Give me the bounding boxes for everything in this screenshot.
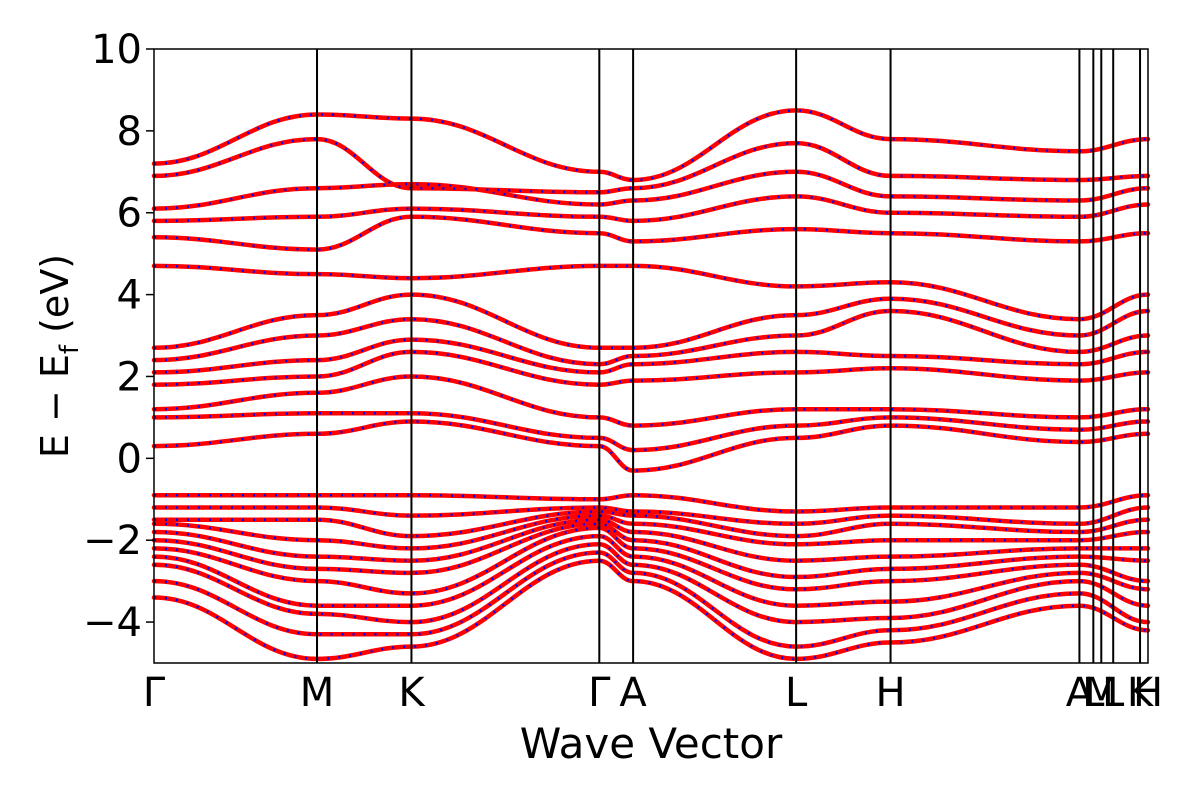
- x-tick-label-7: A: [1066, 670, 1094, 716]
- band-line-18-spin-down: [153, 293, 1149, 350]
- band-line-2-spin-up: [151, 550, 1151, 649]
- x-tick-label-4: A: [619, 670, 647, 716]
- y-ticks: −4 −2 0 2 4 6 8 10: [83, 27, 154, 646]
- band-line-17-spin-up: [151, 308, 1151, 367]
- bands-layer: [151, 108, 1151, 662]
- y-tick-label-5: 6: [117, 191, 142, 237]
- band-line-22-spin-up: [151, 169, 1151, 211]
- x-tick-label-0: Γ: [143, 670, 166, 716]
- x-tick-label-9: M: [1084, 670, 1119, 716]
- x-tick-label-12: H: [1133, 670, 1163, 716]
- x-tick-label-1: M: [300, 670, 335, 716]
- y-tick-label-4: 4: [117, 273, 142, 319]
- x-tick-label-6: H: [876, 670, 906, 716]
- band-line-23-spin-down: [153, 137, 1149, 194]
- band-line-14-spin-up: [151, 374, 1151, 428]
- band-line-21-spin-up: [151, 194, 1151, 224]
- band-line-24-spin-up: [151, 108, 1151, 183]
- y-tick-label-2: 0: [117, 436, 142, 482]
- plot-frame: [153, 48, 1149, 664]
- y-axis-label: E − Ef (eV): [33, 254, 85, 458]
- x-tick-label-3: Γ: [588, 670, 611, 716]
- band-line-1-spin-down: [153, 559, 1149, 661]
- x-tick-label-8: L: [1082, 670, 1105, 716]
- band-line-13-spin-up: [151, 411, 1151, 453]
- y-axis-label-base: E − E: [33, 354, 77, 458]
- y-axis-label-unit: (eV): [33, 254, 77, 345]
- band-line-10-spin-down: [153, 506, 1149, 526]
- x-tick-label-5: L: [785, 670, 808, 716]
- x-tick-label-11: K: [1127, 670, 1155, 716]
- x-axis-label: Wave Vector: [520, 719, 783, 768]
- y-tick-label-0: −4: [83, 600, 142, 646]
- band-line-5-spin-down: [153, 526, 1149, 595]
- y-tick-label-1: −2: [83, 518, 142, 564]
- y-tick-label-3: 2: [117, 354, 142, 400]
- x-tick-label-10: L: [1102, 670, 1125, 716]
- band-line-12-spin-down: [153, 420, 1149, 472]
- band-line-14-spin-down: [153, 375, 1149, 427]
- band-line-19-spin-up: [151, 263, 1151, 322]
- band-line-13-spin-down: [153, 412, 1149, 452]
- x-tick-label-2: K: [398, 670, 426, 716]
- y-axis-label-sub: f: [55, 344, 85, 354]
- y-tick-label-6: 8: [117, 109, 142, 155]
- y-tick-label-7: 10: [91, 27, 142, 73]
- kpath-lines: [316, 49, 1142, 663]
- band-line-12-spin-up: [151, 419, 1151, 473]
